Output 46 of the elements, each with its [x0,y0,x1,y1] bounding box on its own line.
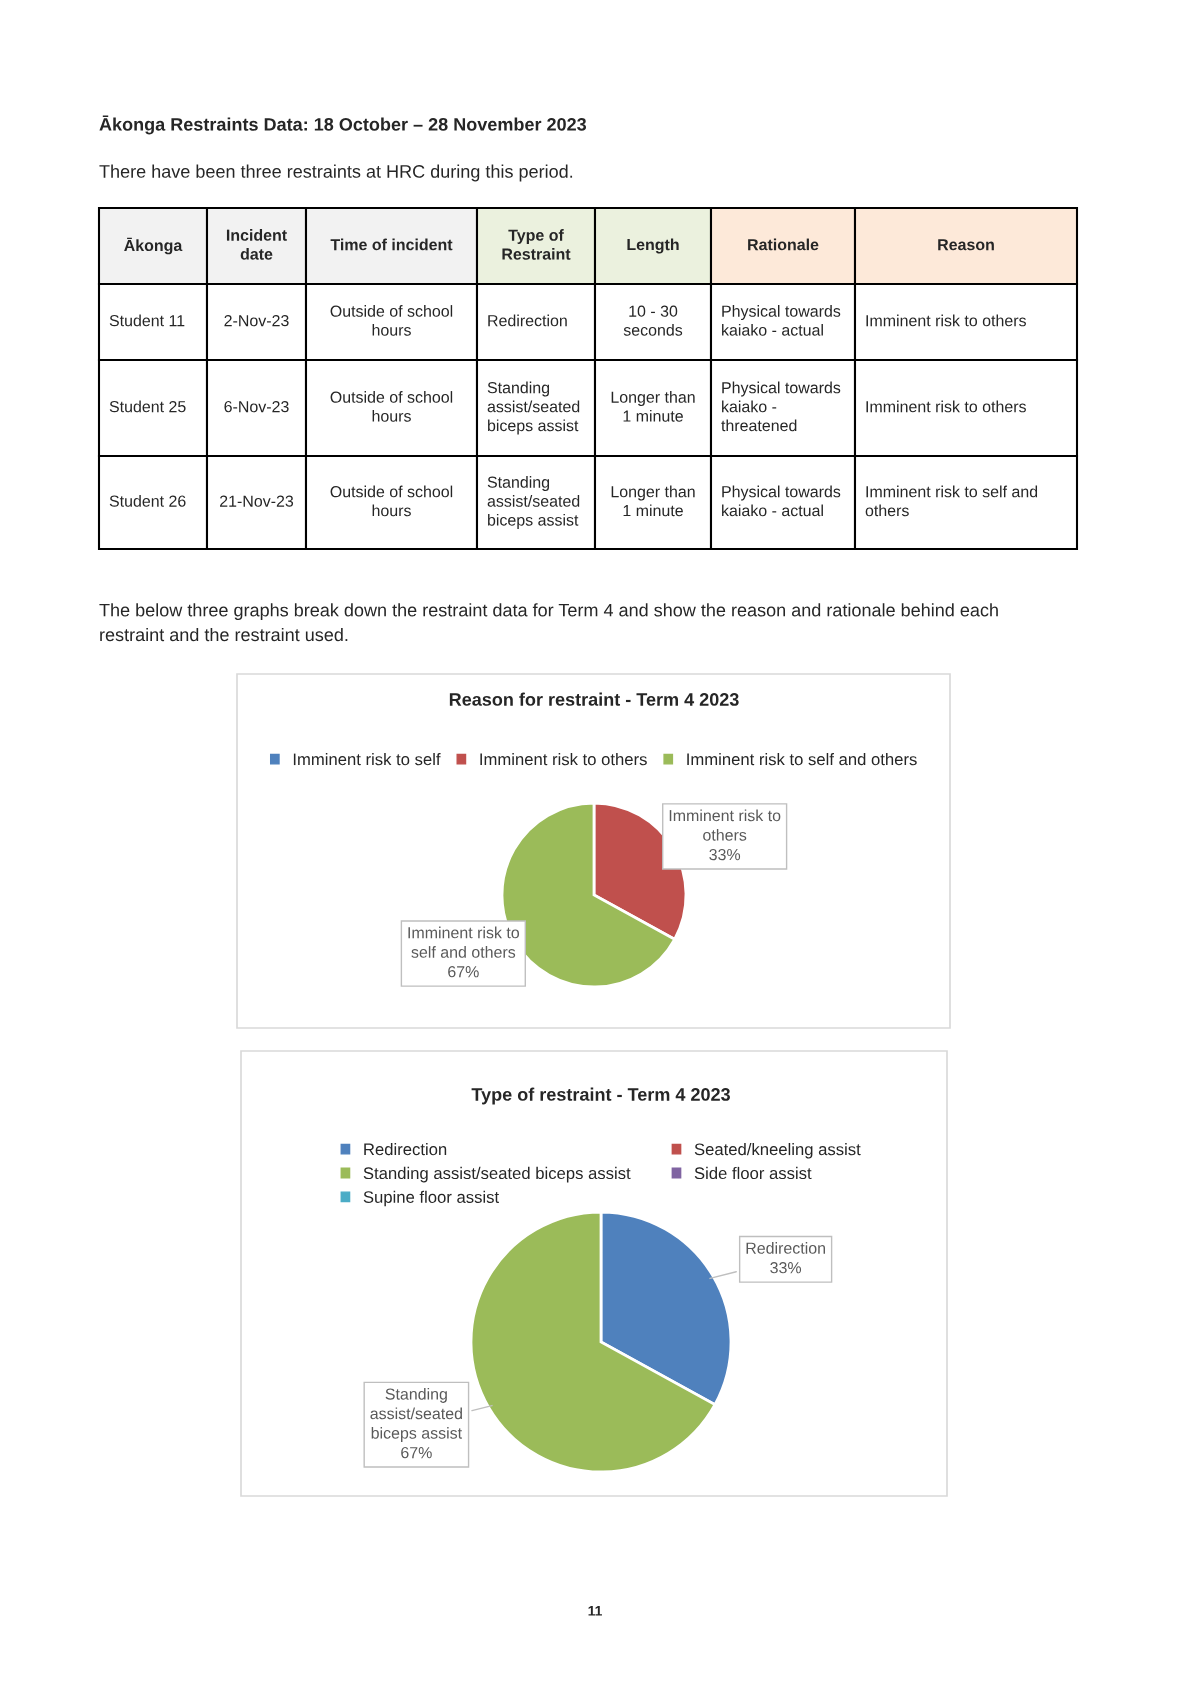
text: Longer than 1 minute [611,485,695,517]
legend-label: Supine floor assist [363,1190,499,1207]
data-label: Standing assist/seated biceps assist 67% [370,1388,462,1459]
text: 2-Nov-23 [224,314,289,327]
text: Student 25 [109,400,186,413]
chart-title: Reason for restraint - Term 4 2023 [449,692,739,706]
text: 10 - 30 seconds [623,305,683,336]
text: Incident date [226,229,287,260]
text: Time of incident [330,238,453,251]
text: Type of Restraint [502,229,571,260]
text: Student 11 [109,314,185,327]
text: Ākonga [124,237,183,255]
text: Rationale [748,238,819,251]
data-label: Imminent risk to others 33% [669,809,781,861]
legend-label: Standing assist/seated biceps assist [363,1166,631,1183]
text: Outside of school hours [330,305,453,336]
text: Physical towards kaiako - threatened [721,381,841,432]
text: Ākonga Restraints Data: 18 October – 28 November 2023 [99,115,587,135]
text: 6-Nov-23 [224,400,289,413]
data-label: Imminent risk to self and others 67% [408,926,520,978]
text: 11 [588,1606,602,1616]
data-label: Redirection 33% [746,1242,825,1274]
text: Standing assist/seated biceps assist [487,381,580,435]
text: Physical towards kaiako - actual [722,485,841,517]
text: Redirection [488,314,567,327]
text: There have been three restraints at HRC during this period. [99,164,573,182]
text: Student 26 [109,495,186,507]
text: Physical towards kaiako - actual [722,305,841,336]
legend-label: Imminent risk to self [293,753,441,766]
legend-label: Redirection [364,1143,447,1156]
text: Standing assist/seated biceps assist [487,476,580,529]
text: Reason [938,239,994,251]
legend-label: Side floor assist [694,1166,812,1180]
legend-label: Seated/kneeling assist [694,1143,861,1159]
text: The below three graphs break down the restraint data for Term 4 and show the reason and rationale behind each restraint and the restraint used. [99,603,998,642]
legend-label: Imminent risk to self and others [687,753,917,766]
text: Imminent risk to others [866,400,1026,413]
text: Imminent risk to others [866,314,1026,327]
text: Outside of school hours [330,485,453,517]
legend-label: Imminent risk to others [480,753,647,766]
text: Imminent risk to self and others [865,485,1038,517]
text: Outside of school hours [330,391,453,422]
text: Longer than 1 minute [611,391,695,422]
text: 21-Nov-23 [220,495,294,507]
text: Length [627,238,679,254]
chart-title: Type of restraint - Term 4 2023 [471,1087,730,1105]
